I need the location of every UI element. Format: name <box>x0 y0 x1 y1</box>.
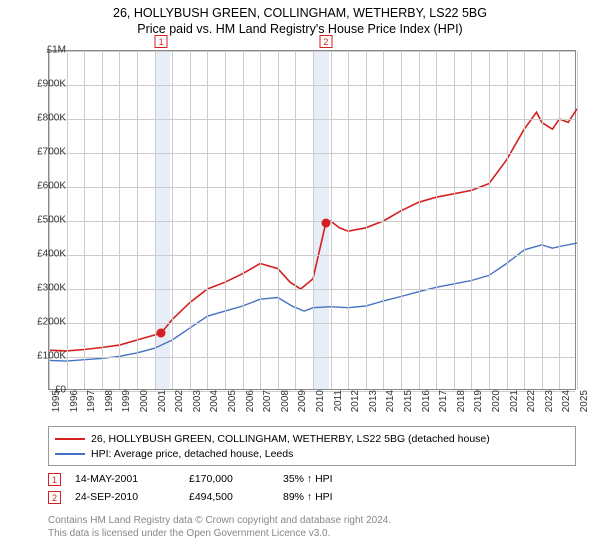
event-pct: 35% ↑ HPI <box>283 473 373 485</box>
price-chart: 12 <box>48 50 576 390</box>
x-axis-label: 2018 <box>456 390 467 420</box>
event-row: 1 14-MAY-2001 £170,000 35% ↑ HPI <box>48 470 576 488</box>
x-axis-label: 2009 <box>297 390 308 420</box>
chart-svg <box>49 51 575 389</box>
x-axis-label: 2020 <box>491 390 502 420</box>
x-axis-label: 1998 <box>104 390 115 420</box>
y-axis-label: £800K <box>26 113 66 124</box>
y-axis-label: £900K <box>26 79 66 90</box>
marker-label-box: 2 <box>319 35 332 48</box>
event-list: 1 14-MAY-2001 £170,000 35% ↑ HPI 2 24-SE… <box>48 470 576 506</box>
x-axis-label: 2006 <box>245 390 256 420</box>
x-axis-label: 2023 <box>544 390 555 420</box>
x-axis-label: 1995 <box>51 390 62 420</box>
x-axis-label: 2025 <box>579 390 590 420</box>
legend-label: HPI: Average price, detached house, Leed… <box>91 448 293 460</box>
x-axis-label: 2002 <box>174 390 185 420</box>
price-marker <box>157 329 166 338</box>
marker-label-box: 1 <box>155 35 168 48</box>
footnote-line-1: Contains HM Land Registry data © Crown c… <box>48 514 576 527</box>
y-axis-label: £600K <box>26 181 66 192</box>
event-marker-box: 2 <box>48 491 61 504</box>
legend-label: 26, HOLLYBUSH GREEN, COLLINGHAM, WETHERB… <box>91 433 490 445</box>
x-axis-label: 2017 <box>438 390 449 420</box>
x-axis-label: 2008 <box>280 390 291 420</box>
y-axis-label: £700K <box>26 147 66 158</box>
x-axis-label: 2010 <box>315 390 326 420</box>
y-axis-label: £1M <box>26 45 66 56</box>
x-axis-label: 2014 <box>385 390 396 420</box>
x-axis-label: 2024 <box>561 390 572 420</box>
x-axis-label: 2015 <box>403 390 414 420</box>
event-price: £494,500 <box>189 491 269 503</box>
x-axis-label: 1997 <box>86 390 97 420</box>
x-axis-label: 2013 <box>368 390 379 420</box>
event-date: 14-MAY-2001 <box>75 473 175 485</box>
y-axis-label: £400K <box>26 249 66 260</box>
x-axis-label: 2021 <box>509 390 520 420</box>
x-axis-label: 2022 <box>526 390 537 420</box>
legend-row: 26, HOLLYBUSH GREEN, COLLINGHAM, WETHERB… <box>55 431 569 446</box>
legend-swatch <box>55 453 85 455</box>
legend-swatch <box>55 438 85 440</box>
x-axis-label: 2019 <box>473 390 484 420</box>
x-axis-label: 2016 <box>421 390 432 420</box>
x-axis-label: 2000 <box>139 390 150 420</box>
footnote-line-2: This data is licensed under the Open Gov… <box>48 527 576 540</box>
title-line-1: 26, HOLLYBUSH GREEN, COLLINGHAM, WETHERB… <box>0 6 600 20</box>
x-axis-label: 2005 <box>227 390 238 420</box>
event-pct: 89% ↑ HPI <box>283 491 373 503</box>
event-date: 24-SEP-2010 <box>75 491 175 503</box>
chart-title-block: 26, HOLLYBUSH GREEN, COLLINGHAM, WETHERB… <box>0 0 600 38</box>
y-axis-label: £300K <box>26 283 66 294</box>
x-axis-label: 2011 <box>333 390 344 420</box>
x-axis-label: 1996 <box>69 390 80 420</box>
event-price: £170,000 <box>189 473 269 485</box>
footnote: Contains HM Land Registry data © Crown c… <box>48 514 576 540</box>
x-axis-label: 2012 <box>350 390 361 420</box>
x-axis-label: 2007 <box>262 390 273 420</box>
x-axis-label: 2004 <box>209 390 220 420</box>
event-row: 2 24-SEP-2010 £494,500 89% ↑ HPI <box>48 488 576 506</box>
x-axis-label: 2001 <box>157 390 168 420</box>
price-marker <box>321 218 330 227</box>
x-axis-label: 1999 <box>121 390 132 420</box>
legend-box: 26, HOLLYBUSH GREEN, COLLINGHAM, WETHERB… <box>48 426 576 466</box>
x-axis-label: 2003 <box>192 390 203 420</box>
y-axis-label: £200K <box>26 317 66 328</box>
title-line-2: Price paid vs. HM Land Registry's House … <box>0 22 600 36</box>
event-marker-box: 1 <box>48 473 61 486</box>
y-axis-label: £500K <box>26 215 66 226</box>
y-axis-label: £100K <box>26 351 66 362</box>
legend-row: HPI: Average price, detached house, Leed… <box>55 446 569 461</box>
